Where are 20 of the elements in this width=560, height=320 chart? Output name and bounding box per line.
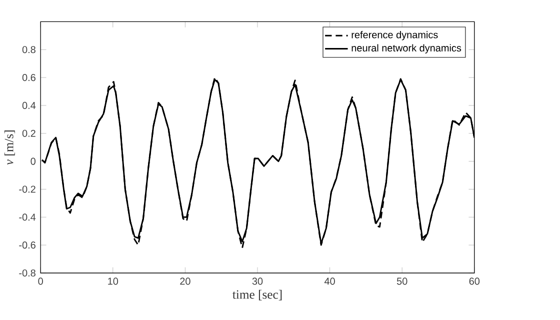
legend-label: reference dynamics — [352, 30, 438, 40]
y-tick-label: -0.2 — [19, 186, 36, 193]
y-tick-label: 0 — [30, 158, 36, 165]
y-tick-label: 0.8 — [22, 46, 36, 54]
legend-label: neural network dynamics — [352, 44, 462, 54]
y-tick-label: 0.2 — [22, 130, 36, 137]
y-tick-label: -0.8 — [19, 269, 36, 276]
y-tick-label: 0.6 — [22, 74, 36, 82]
y-tick-label: 0.4 — [22, 102, 36, 109]
y-tick-label: -0.6 — [19, 241, 36, 249]
x-tick-label: 30 — [252, 278, 263, 285]
x-tick-label: 10 — [108, 278, 118, 285]
x-axis-title: time [sec] — [232, 290, 282, 300]
x-tick-label: 50 — [396, 278, 408, 285]
x-tick-label: 0 — [38, 278, 43, 285]
x-tick-label: 40 — [324, 278, 335, 285]
x-tick-label: 20 — [180, 278, 190, 285]
x-tick-label: 60 — [469, 278, 480, 285]
y-tick-label: -0.4 — [19, 214, 36, 221]
y-axis-title: v [m/s] — [4, 130, 15, 165]
